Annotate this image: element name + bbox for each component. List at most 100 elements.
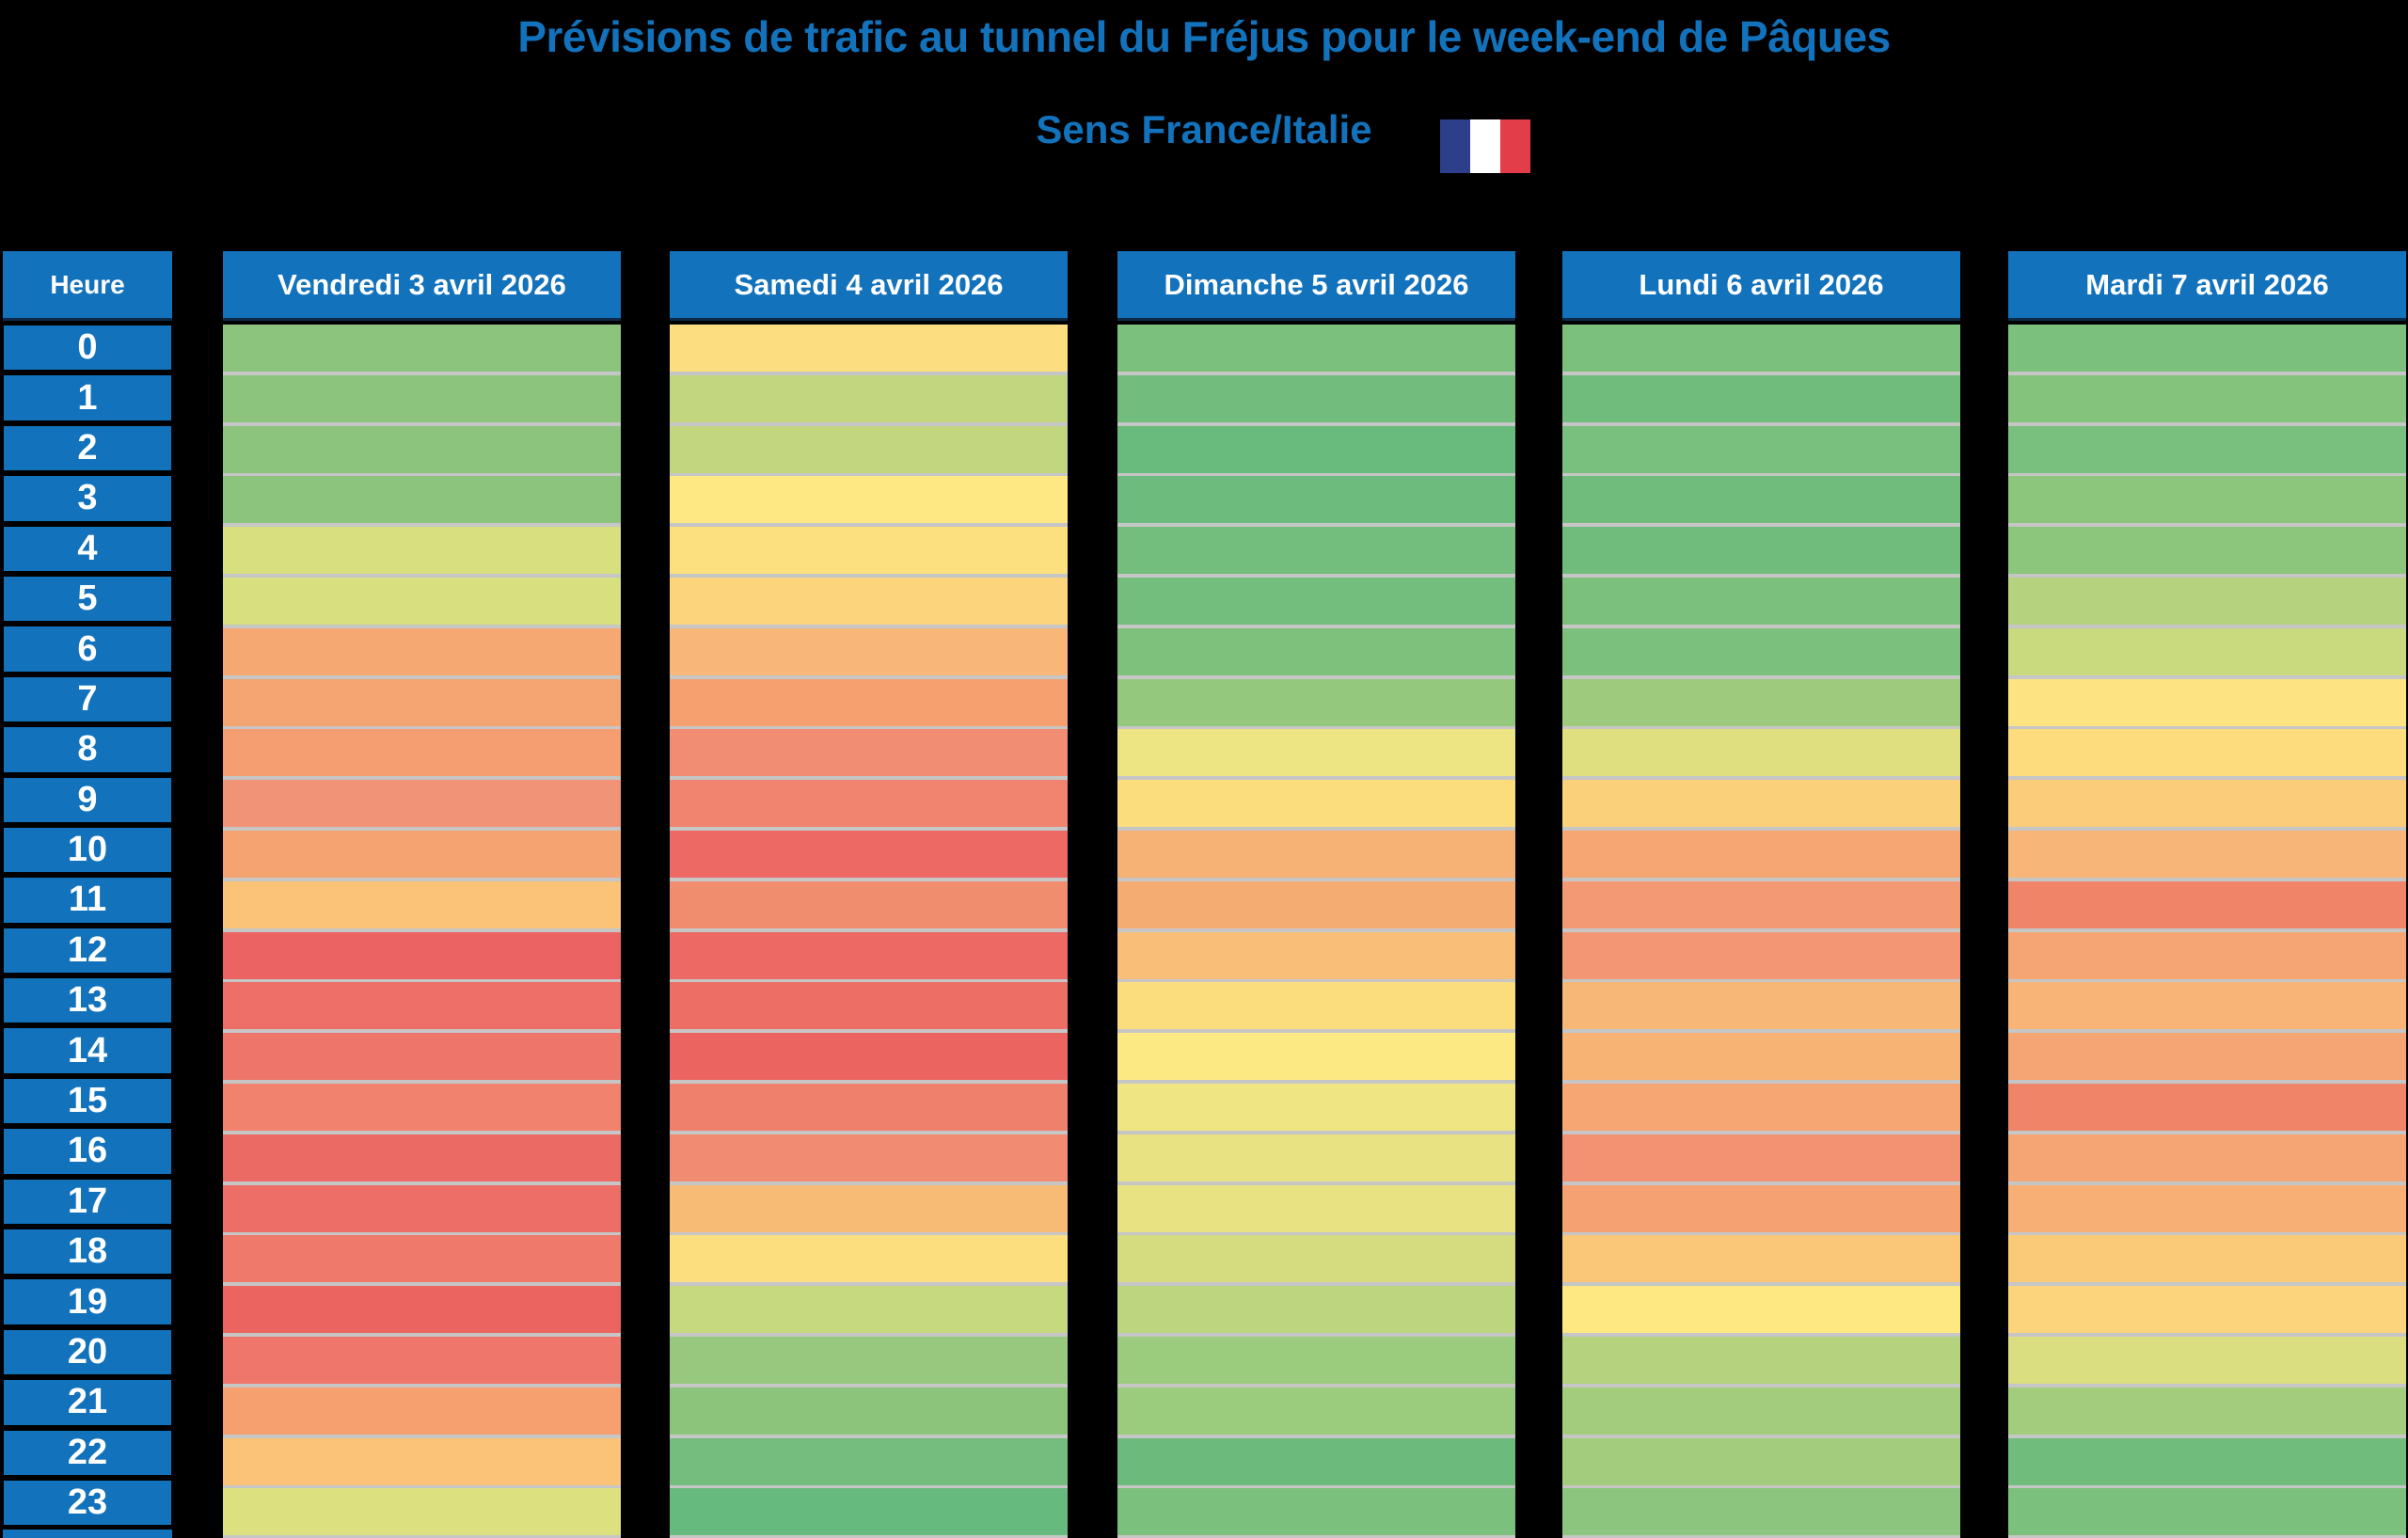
traffic-cell-h7 xyxy=(223,678,621,726)
hour-cell: 23 xyxy=(3,1479,172,1527)
traffic-cell-h8 xyxy=(223,729,621,777)
traffic-cell-h22 xyxy=(670,1437,1068,1485)
day-column-body xyxy=(1562,325,1960,1538)
traffic-cell-h3 xyxy=(1117,476,1515,524)
traffic-cell-h15 xyxy=(1117,1083,1515,1131)
traffic-cell-h9 xyxy=(2008,780,2406,828)
hour-cell: 1 xyxy=(3,374,172,421)
day-column-header: Samedi 4 avril 2026 xyxy=(670,251,1068,321)
traffic-cell-h18 xyxy=(1117,1235,1515,1283)
traffic-cell-h11 xyxy=(223,880,621,928)
traffic-cell-h7 xyxy=(1562,678,1960,726)
traffic-cell-h1 xyxy=(223,374,621,422)
traffic-cell-h20 xyxy=(670,1336,1068,1384)
traffic-cell-h23 xyxy=(2008,1488,2406,1536)
day-column-header: Vendredi 3 avril 2026 xyxy=(223,251,621,321)
traffic-cell-h18 xyxy=(1562,1235,1960,1283)
traffic-cell-h11 xyxy=(2008,880,2406,928)
hour-cell: 9 xyxy=(3,776,172,823)
hour-column-body: 0 1 2 3 4 5 6 7 8 9 10 11 12 13 14 15 16 17 18 19 20 21 22 23 xyxy=(3,325,172,1538)
traffic-cell-h16 xyxy=(223,1134,621,1181)
traffic-cell-h3 xyxy=(670,476,1068,524)
traffic-cell-h21 xyxy=(670,1387,1068,1435)
traffic-cell-h6 xyxy=(2008,627,2406,675)
day-column-5: Mardi 7 avril 2026 xyxy=(2008,251,2406,1538)
traffic-cell-h11 xyxy=(670,880,1068,928)
day-column-1: Vendredi 3 avril 2026 xyxy=(223,251,621,1538)
traffic-cell-h5 xyxy=(2008,577,2406,625)
traffic-cell-h7 xyxy=(1117,678,1515,726)
traffic-cell-h10 xyxy=(223,830,621,878)
traffic-cell-h23 xyxy=(670,1488,1068,1536)
traffic-cell-h20 xyxy=(2008,1336,2406,1384)
traffic-cell-h20 xyxy=(1562,1336,1960,1384)
hour-cell: 16 xyxy=(3,1128,172,1175)
traffic-cell-h2 xyxy=(2008,425,2406,473)
traffic-cell-h14 xyxy=(223,1033,621,1081)
traffic-cell-h19 xyxy=(1562,1286,1960,1334)
traffic-cell-h9 xyxy=(223,780,621,828)
traffic-cell-h7 xyxy=(2008,678,2406,726)
hour-cell: 20 xyxy=(3,1328,172,1376)
page-title: Prévisions de trafic au tunnel du Fréjus… xyxy=(517,12,1891,61)
traffic-cell-h12 xyxy=(1562,931,1960,979)
traffic-cell-h8 xyxy=(1562,729,1960,777)
traffic-cell-h19 xyxy=(2008,1286,2406,1334)
traffic-cell-h1 xyxy=(1117,374,1515,422)
hour-cell: 6 xyxy=(3,626,172,673)
hour-cell: 15 xyxy=(3,1077,172,1125)
traffic-cell-h0 xyxy=(223,325,621,372)
hour-cell: 0 xyxy=(3,325,172,372)
traffic-cell-h5 xyxy=(1562,577,1960,625)
traffic-cell-h9 xyxy=(670,780,1068,828)
traffic-cell-h20 xyxy=(1117,1336,1515,1384)
traffic-cell-h17 xyxy=(1117,1184,1515,1232)
traffic-cell-h12 xyxy=(1117,931,1515,979)
day-column-header: Lundi 6 avril 2026 xyxy=(1562,251,1960,321)
traffic-cell-h3 xyxy=(1562,476,1960,524)
traffic-cell-h23 xyxy=(1562,1488,1960,1536)
traffic-cell-h12 xyxy=(670,931,1068,979)
traffic-cell-h13 xyxy=(1117,982,1515,1030)
traffic-cell-h3 xyxy=(2008,476,2406,524)
hour-cell-cutoff xyxy=(3,1530,172,1538)
traffic-cell-h4 xyxy=(670,527,1068,575)
traffic-cell-h5 xyxy=(223,577,621,625)
traffic-cell-h13 xyxy=(1562,982,1960,1030)
hour-cell: 18 xyxy=(3,1229,172,1276)
traffic-cell-h2 xyxy=(223,425,621,473)
traffic-cell-h18 xyxy=(2008,1235,2406,1283)
traffic-cell-h19 xyxy=(223,1286,621,1334)
traffic-cell-h17 xyxy=(223,1184,621,1232)
traffic-cell-h2 xyxy=(1562,425,1960,473)
hour-cell: 11 xyxy=(3,877,172,924)
traffic-cell-h15 xyxy=(2008,1083,2406,1131)
traffic-cell-h3 xyxy=(223,476,621,524)
traffic-cell-h1 xyxy=(2008,374,2406,422)
traffic-cell-h20 xyxy=(223,1336,621,1384)
traffic-cell-h2 xyxy=(670,425,1068,473)
traffic-cell-h22 xyxy=(223,1437,621,1485)
traffic-cell-h2 xyxy=(1117,425,1515,473)
traffic-cell-h7 xyxy=(670,678,1068,726)
traffic-cell-h16 xyxy=(2008,1134,2406,1181)
traffic-cell-h4 xyxy=(1562,527,1960,575)
traffic-cell-h17 xyxy=(670,1184,1068,1232)
traffic-cell-h21 xyxy=(1562,1387,1960,1435)
traffic-cell-h18 xyxy=(670,1235,1068,1283)
traffic-cell-h16 xyxy=(1562,1134,1960,1181)
traffic-cell-h13 xyxy=(670,982,1068,1030)
traffic-cell-h1 xyxy=(1562,374,1960,422)
flag-stripe-white xyxy=(1470,119,1500,173)
hour-cell: 19 xyxy=(3,1278,172,1325)
traffic-cell-h22 xyxy=(1117,1437,1515,1485)
traffic-cell-h15 xyxy=(1562,1083,1960,1131)
direction-subtitle: Sens France/Italie xyxy=(1036,107,1372,151)
traffic-cell-h4 xyxy=(1117,527,1515,575)
hour-cell: 14 xyxy=(3,1027,172,1074)
traffic-cell-h9 xyxy=(1117,780,1515,828)
traffic-cell-h10 xyxy=(1562,830,1960,878)
traffic-cell-h14 xyxy=(1562,1033,1960,1081)
traffic-cell-h15 xyxy=(223,1083,621,1131)
